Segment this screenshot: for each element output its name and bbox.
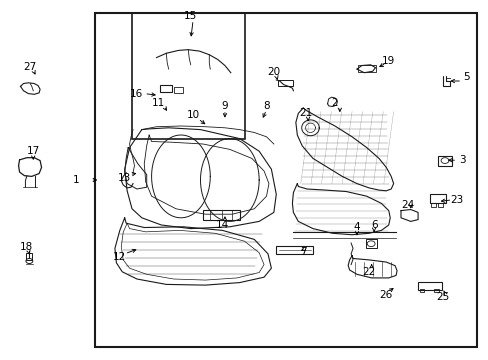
Text: 17: 17 — [26, 146, 40, 156]
Text: 7: 7 — [299, 247, 306, 257]
Text: 8: 8 — [263, 101, 269, 111]
Text: 23: 23 — [449, 195, 463, 205]
Bar — [276, 246, 312, 254]
Bar — [429, 194, 445, 203]
Bar — [437, 156, 451, 166]
Text: 6: 6 — [370, 220, 377, 230]
Text: 1: 1 — [72, 175, 79, 185]
Bar — [365, 239, 376, 248]
Bar — [358, 65, 375, 72]
Text: 10: 10 — [186, 110, 199, 120]
Text: 26: 26 — [379, 290, 392, 300]
Text: 20: 20 — [267, 67, 280, 77]
Bar — [277, 80, 293, 86]
Bar — [437, 203, 442, 207]
Text: 19: 19 — [381, 56, 395, 66]
Bar — [95, 13, 476, 347]
Bar — [430, 203, 435, 207]
Text: 2: 2 — [331, 98, 338, 108]
Text: 18: 18 — [20, 242, 34, 252]
Bar — [419, 289, 424, 292]
Text: 25: 25 — [435, 292, 448, 302]
Text: 15: 15 — [183, 11, 197, 21]
Bar — [417, 282, 441, 290]
Text: 12: 12 — [113, 252, 126, 262]
Bar — [174, 87, 183, 93]
Text: 27: 27 — [23, 62, 37, 72]
Text: 22: 22 — [362, 267, 375, 277]
Text: 9: 9 — [221, 101, 228, 111]
Text: 4: 4 — [353, 222, 360, 232]
Bar — [160, 85, 172, 92]
Bar — [203, 210, 239, 220]
Text: 13: 13 — [118, 173, 131, 183]
Text: 24: 24 — [401, 200, 414, 210]
Bar — [132, 13, 244, 139]
Text: 14: 14 — [215, 220, 229, 230]
Text: 16: 16 — [130, 89, 143, 99]
Text: 11: 11 — [152, 98, 165, 108]
Text: 5: 5 — [463, 72, 469, 82]
Bar — [433, 289, 438, 292]
Text: 21: 21 — [298, 108, 312, 118]
Text: 3: 3 — [458, 155, 465, 165]
Bar — [26, 253, 32, 260]
